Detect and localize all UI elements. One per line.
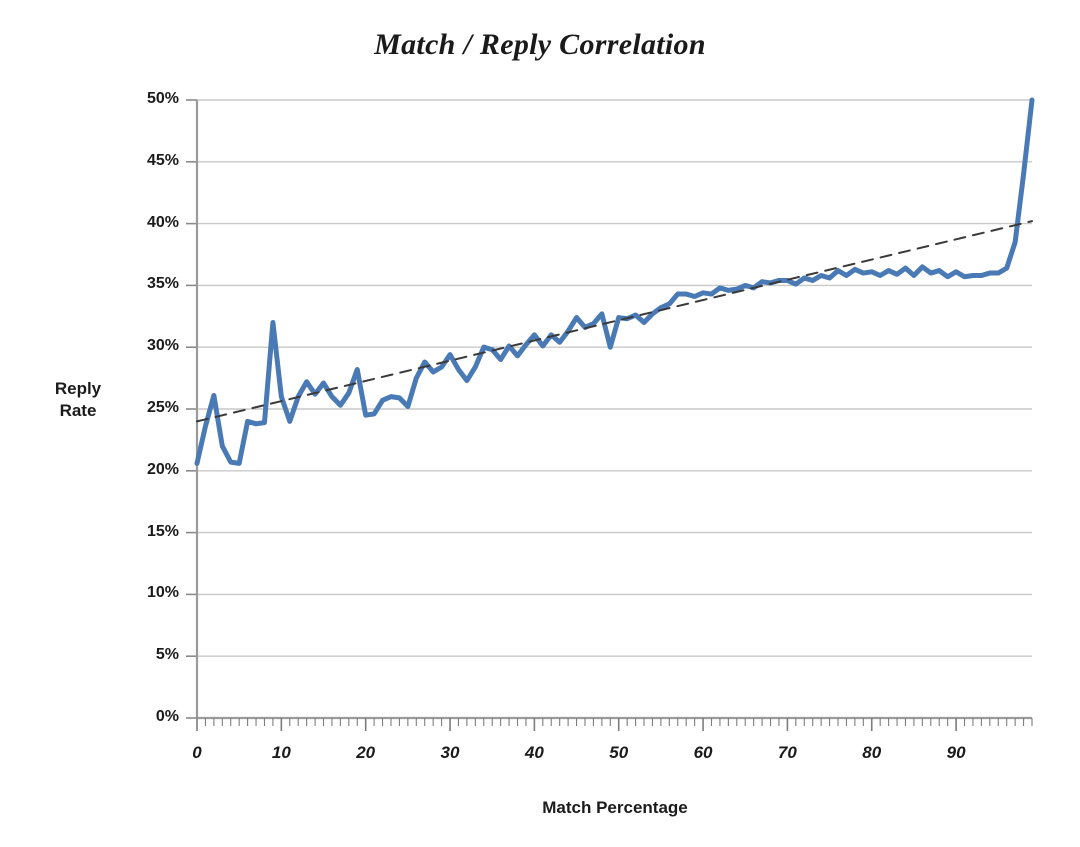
x-axis-tick-label: 70 [777,743,797,762]
y-axis-title-line-1: Reply [54,379,102,398]
chart-title: Match / Reply Correlation [374,28,706,61]
y-axis-tick-label: 30% [146,337,179,355]
y-axis-tick-label: 45% [146,151,179,169]
x-axis-tick-label: 30 [440,743,460,762]
x-axis-tick-label: 0 [192,743,202,762]
x-axis-tick-label: 50 [609,743,629,762]
y-axis-tick-label: 20% [146,460,179,478]
y-axis-tick-label: 25% [146,399,179,416]
x-axis-tick-label: 90 [946,743,966,762]
y-axis-tick-label: 5% [155,646,179,664]
data-line [194,97,1035,466]
y-axis-tick-label: 35% [146,275,179,293]
y-axis-tick-label: 10% [146,584,179,602]
y-axis-tick-label: 40% [146,213,179,231]
y-axis-title: Reply Rate [24,378,132,422]
y-axis-tick-label: 0% [155,708,179,725]
x-axis-tick-label: 80 [862,743,882,762]
x-axis-tick-label: 60 [693,743,713,762]
y-axis-tick-label: 50% [146,90,179,107]
x-axis-title: Match Percentage [542,798,688,817]
y-axis-title-line-2: Rate [59,401,97,420]
x-axis-tick-label: 10 [271,743,291,762]
x-axis-tick-label: 40 [524,743,544,762]
x-axis-tick-label: 20 [356,743,376,762]
trendline [196,220,1033,423]
y-axis-tick-label: 15% [146,522,179,540]
